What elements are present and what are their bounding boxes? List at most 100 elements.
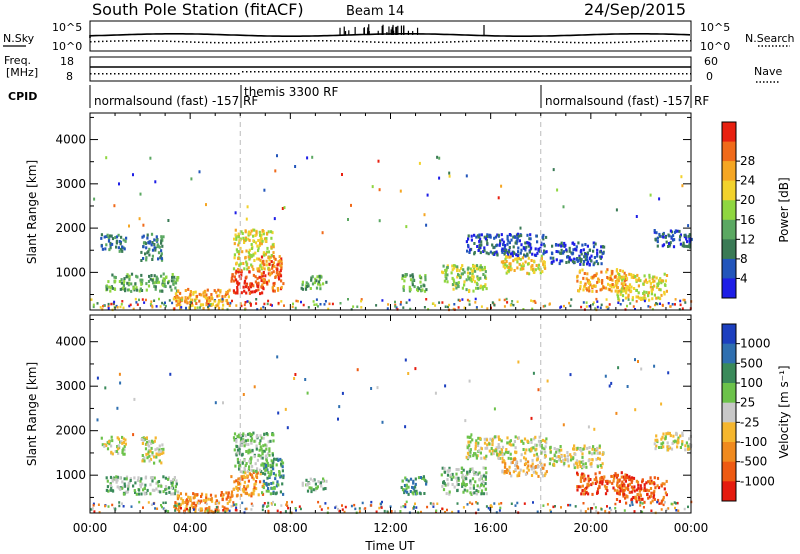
scatter-cell (196, 493, 199, 497)
scatter-cell (139, 485, 142, 489)
scatter-cell (677, 509, 680, 512)
scatter-cell (658, 287, 661, 291)
scatter-cell (508, 442, 511, 446)
scatter-cell (519, 468, 522, 472)
scatter-cell (144, 298, 147, 302)
scatter-cell (115, 241, 118, 245)
scatter-cell (448, 171, 451, 175)
scatter-cell (535, 471, 538, 475)
scatter-cell (234, 508, 237, 512)
scatter-cell (455, 472, 458, 476)
scatter-cell (631, 478, 634, 482)
scatter-cell (514, 241, 517, 245)
scatter-cell (248, 270, 251, 274)
scatter-cell (651, 285, 654, 289)
scatter-cell (270, 245, 273, 249)
scatter-cell (261, 266, 264, 270)
scatter-cell (121, 300, 124, 303)
scatter-cell (248, 465, 251, 469)
scatter-cell (273, 217, 276, 221)
scatter-cell (401, 274, 404, 278)
velocity-scatter (90, 315, 693, 515)
scatter-cell (568, 256, 571, 260)
scatter-cell (405, 301, 408, 304)
scatter-cell (137, 476, 140, 480)
scatter-cell (415, 506, 418, 509)
scatter-cell (463, 306, 466, 309)
scatter-cell (468, 290, 471, 293)
nsearch-dot (658, 40, 660, 42)
scatter-cell (653, 279, 656, 283)
scatter-cell (264, 280, 267, 284)
scatter-cell (522, 308, 525, 311)
scatter-cell (175, 479, 178, 483)
nave-dot (98, 73, 100, 75)
scatter-cell (321, 231, 324, 235)
scatter-cell (262, 259, 265, 263)
scatter-cell (643, 500, 646, 504)
scatter-cell (476, 502, 479, 505)
scatter-cell (449, 473, 452, 477)
scatter-cell (237, 477, 240, 481)
scatter-cell (557, 250, 560, 254)
scatter-cell (592, 303, 594, 306)
scatter-cell (407, 372, 410, 375)
scatter-cell (252, 431, 255, 435)
nsearch-dot (522, 40, 524, 42)
scatter-cell (162, 235, 165, 239)
scatter-cell (235, 445, 239, 448)
time-x-axis: 00:00 04:00 08:00 12:00 16:00 20:00 00:00 (73, 521, 709, 535)
scatter-cell (249, 282, 252, 286)
scatter-cell (146, 488, 149, 492)
scatter-cell (516, 474, 519, 478)
scatter-cell (328, 302, 331, 306)
scatter-cell (404, 489, 407, 493)
scatter-cell (132, 433, 135, 437)
scatter-cell (538, 435, 541, 439)
scatter-cell (247, 468, 250, 472)
scatter-cell (215, 304, 218, 308)
nsearch-dot (338, 40, 340, 42)
scatter-cell (592, 301, 595, 304)
scatter-cell (632, 276, 635, 279)
scatter-cell (648, 481, 652, 485)
scatter-cell (122, 306, 125, 310)
scatter-cell (660, 484, 663, 488)
x-tick-label: 04:00 (173, 521, 208, 535)
scatter-cell (467, 275, 470, 279)
scatter-cell (468, 303, 471, 306)
scatter-cell (130, 505, 133, 508)
scatter-cell (617, 276, 620, 279)
scatter-cell (671, 303, 674, 306)
scatter-cell (269, 492, 272, 496)
scatter-cell (688, 239, 691, 243)
scatter-cell (475, 264, 479, 268)
scatter-cell (584, 510, 587, 513)
scatter-cell (273, 264, 276, 268)
scatter-cell (275, 270, 278, 274)
scatter-cell (516, 501, 519, 505)
scatter-cell (126, 281, 129, 285)
scatter-cell (132, 286, 135, 290)
scatter-cell (664, 491, 667, 495)
scatter-cell (262, 483, 265, 486)
scatter-cell (467, 440, 470, 444)
scatter-cell (446, 273, 449, 277)
scatter-cell (636, 273, 639, 277)
scatter-cell (109, 488, 112, 492)
scatter-cell (598, 471, 601, 475)
scatter-cell (238, 467, 241, 471)
scatter-cell (458, 299, 461, 302)
nsearch-dot (130, 40, 132, 42)
scatter-cell (134, 282, 137, 286)
scatter-cell (252, 469, 255, 473)
scatter-cell (184, 300, 187, 304)
scatter-cell (498, 452, 501, 456)
scatter-cell (625, 277, 629, 281)
scatter-cell (252, 273, 255, 277)
scatter-cell (147, 501, 150, 504)
scatter-cell (472, 289, 475, 293)
scatter-cell (479, 237, 482, 241)
scatter-cell (123, 452, 126, 456)
nsearch-dot (498, 40, 500, 42)
